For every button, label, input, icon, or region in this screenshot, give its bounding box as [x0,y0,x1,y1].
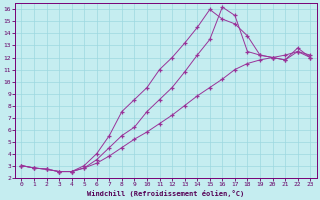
X-axis label: Windchill (Refroidissement éolien,°C): Windchill (Refroidissement éolien,°C) [87,190,244,197]
